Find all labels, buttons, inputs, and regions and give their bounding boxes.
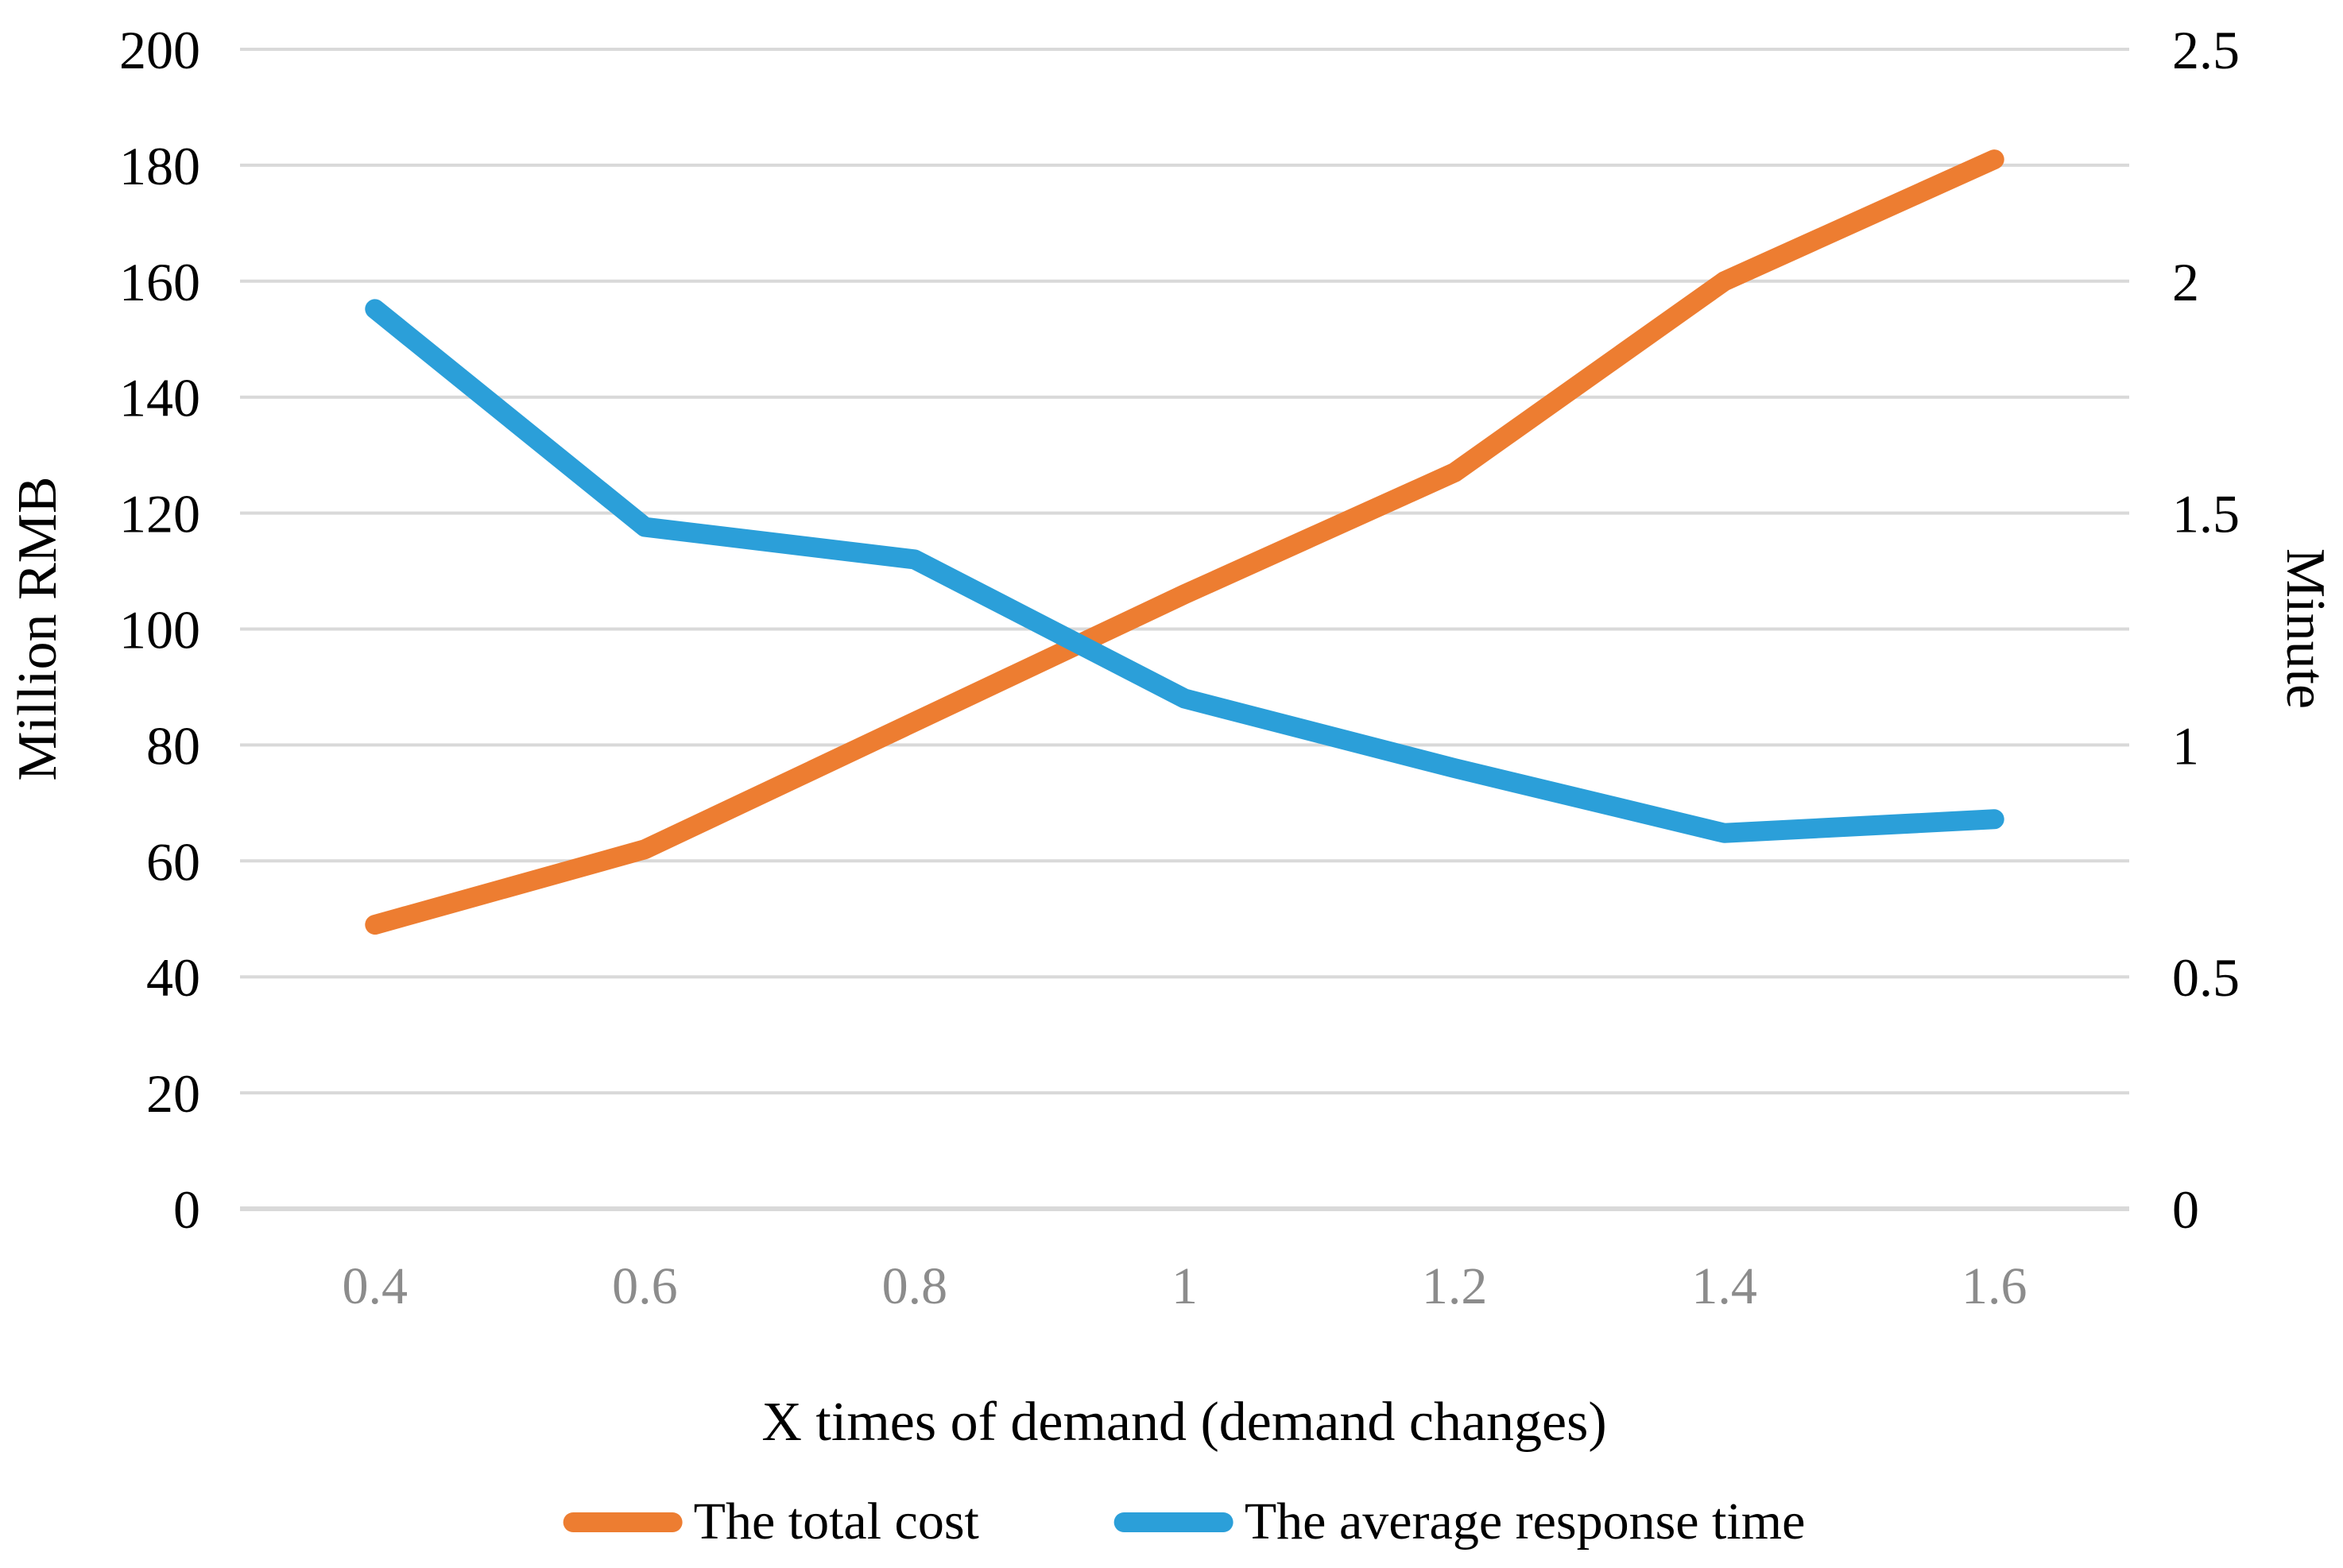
x-tick-label: 1.4 bbox=[1691, 1257, 1757, 1315]
y-left-tick-label: 180 bbox=[119, 136, 200, 196]
total-cost-line-swatch bbox=[563, 1512, 683, 1532]
y-left-tick-label: 200 bbox=[119, 20, 200, 80]
y-right-tick-label: 2.5 bbox=[2172, 20, 2240, 80]
legend: The total cost The average response time bbox=[563, 1492, 1806, 1552]
y-left-tick-label: 40 bbox=[146, 947, 200, 1008]
x-tick-label: 0.8 bbox=[882, 1257, 948, 1315]
y-left-tick-label: 100 bbox=[119, 600, 200, 660]
y-left-tick-label: 140 bbox=[119, 368, 200, 428]
average-response-time-line bbox=[365, 299, 2004, 843]
y-right-tick-label: 0.5 bbox=[2172, 947, 2240, 1008]
y-right-tick-label: 1 bbox=[2172, 715, 2199, 776]
y-left-tick-label: 160 bbox=[119, 252, 200, 312]
y-left-tick-label: 0 bbox=[173, 1179, 200, 1240]
average-response-time-line-swatch bbox=[1113, 1512, 1233, 1532]
legend-item-total-cost: The total cost bbox=[563, 1492, 979, 1552]
y-axis-right-title: Minute bbox=[2275, 548, 2336, 710]
y-right-tick-label: 1.5 bbox=[2172, 484, 2240, 544]
y-left-tick-label: 120 bbox=[119, 484, 200, 544]
x-tick-label: 0.6 bbox=[612, 1257, 678, 1315]
y-left-tick-label: 80 bbox=[146, 715, 200, 776]
y-left-tick-label: 20 bbox=[146, 1063, 200, 1124]
x-tick-label: 1.6 bbox=[1962, 1257, 2027, 1315]
legend-item-average-response-time: The average response time bbox=[1113, 1492, 1806, 1552]
legend-label-total-cost: The total cost bbox=[693, 1493, 979, 1551]
x-tick-label: 1 bbox=[1172, 1257, 1198, 1315]
x-axis-title: X times of demand (demand changes) bbox=[761, 1392, 1607, 1453]
legend-label-average-response-time: The average response time bbox=[1244, 1493, 1806, 1551]
x-tick-label: 1.2 bbox=[1422, 1257, 1488, 1315]
y-right-tick-label: 0 bbox=[2172, 1179, 2199, 1240]
y-axis-left-title: Million RMB bbox=[7, 476, 68, 781]
y-left-tick-label: 60 bbox=[146, 831, 200, 892]
y-right-tick-label: 2 bbox=[2172, 252, 2199, 312]
total-cost-line bbox=[365, 149, 2004, 935]
x-tick-label: 0.4 bbox=[343, 1257, 409, 1315]
